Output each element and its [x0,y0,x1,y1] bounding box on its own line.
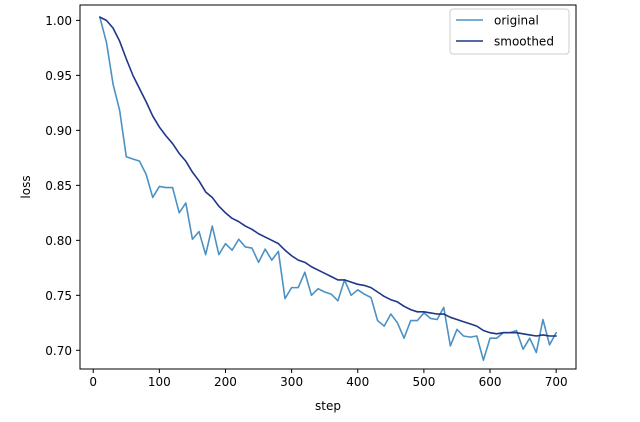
y-tick-label: 0.70 [45,344,72,358]
x-tick-label: 100 [148,375,171,389]
y-tick-label: 0.95 [45,69,72,83]
x-tick-label: 200 [214,375,237,389]
x-axis-label: step [315,399,341,413]
plot-frame [79,4,577,370]
y-tick-label: 1.00 [45,14,72,28]
y-axis: 0.70 0.75 0.80 0.85 0.90 0.95 1.00 [45,14,80,358]
x-tick-label: 500 [412,375,435,389]
series-line-original [99,16,557,362]
x-tick-label: 400 [346,375,369,389]
series-layer [99,16,557,362]
legend-label-smoothed: smoothed [494,35,554,49]
series-line-smoothed [99,16,557,337]
y-tick-label: 0.90 [45,124,72,138]
y-tick-label: 0.75 [45,289,72,303]
y-tick-label: 0.80 [45,234,72,248]
legend-label-original: original [494,14,539,28]
y-tick-label: 0.85 [45,179,72,193]
x-tick-label: 700 [545,375,568,389]
x-tick-label: 300 [280,375,303,389]
x-tick-label: 600 [479,375,502,389]
legend: original smoothed [449,8,570,55]
x-tick-label: 0 [89,375,97,389]
x-axis: 0 100 200 300 400 500 600 700 [89,369,568,389]
y-axis-label: loss [19,175,33,198]
